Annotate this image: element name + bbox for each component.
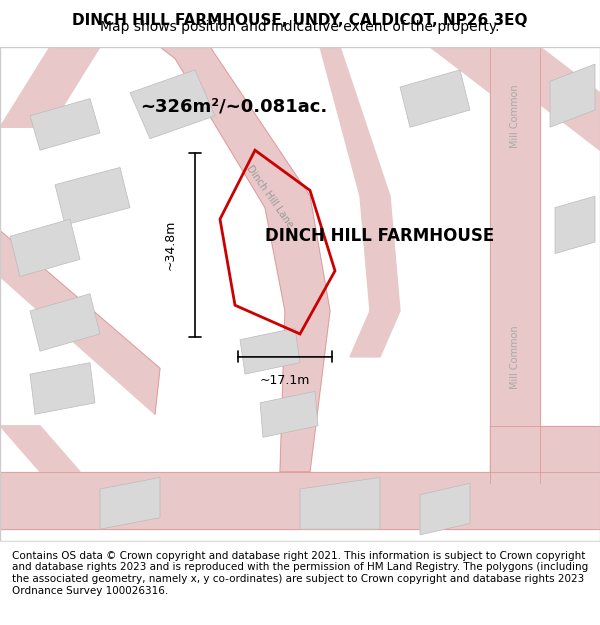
Polygon shape [240, 328, 300, 374]
Polygon shape [490, 47, 540, 483]
Text: DINCH HILL FARMHOUSE: DINCH HILL FARMHOUSE [265, 228, 494, 246]
Text: Map shows position and indicative extent of the property.: Map shows position and indicative extent… [100, 20, 500, 34]
Text: ~326m²/~0.081ac.: ~326m²/~0.081ac. [140, 98, 327, 116]
Polygon shape [0, 472, 600, 529]
Polygon shape [30, 362, 95, 414]
Polygon shape [100, 478, 160, 529]
Text: Contains OS data © Crown copyright and database right 2021. This information is : Contains OS data © Crown copyright and d… [12, 551, 588, 596]
Polygon shape [30, 294, 100, 351]
Polygon shape [300, 478, 380, 529]
Polygon shape [540, 47, 600, 150]
Polygon shape [30, 99, 100, 150]
Polygon shape [10, 219, 80, 276]
Polygon shape [55, 168, 130, 225]
Text: Mill Common: Mill Common [510, 84, 520, 148]
Polygon shape [490, 426, 600, 478]
Text: ~34.8m: ~34.8m [164, 220, 177, 270]
Polygon shape [260, 391, 318, 438]
Text: DINCH HILL FARMHOUSE, UNDY, CALDICOT, NP26 3EQ: DINCH HILL FARMHOUSE, UNDY, CALDICOT, NP… [72, 13, 528, 28]
Polygon shape [420, 483, 470, 535]
Polygon shape [550, 64, 595, 128]
Polygon shape [0, 47, 100, 128]
Polygon shape [300, 47, 400, 357]
Polygon shape [0, 231, 160, 414]
Polygon shape [160, 47, 330, 472]
Polygon shape [0, 426, 80, 472]
Polygon shape [130, 70, 215, 139]
Polygon shape [400, 70, 470, 128]
Polygon shape [430, 47, 490, 92]
Text: ~17.1m: ~17.1m [260, 374, 310, 387]
Text: Dinch Hill Lane: Dinch Hill Lane [245, 163, 295, 229]
Polygon shape [555, 196, 595, 254]
Text: Mill Common: Mill Common [510, 325, 520, 389]
